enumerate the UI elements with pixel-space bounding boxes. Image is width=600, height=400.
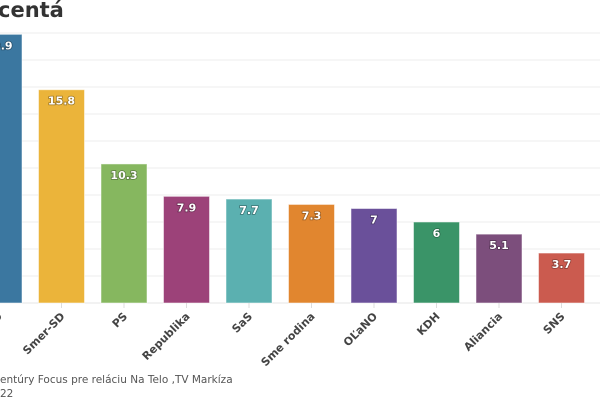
data-label: 7.3: [302, 209, 322, 222]
data-label: 6: [433, 227, 441, 240]
bar: [38, 89, 85, 304]
bar: [225, 198, 273, 304]
data-label: 7.9: [177, 201, 197, 214]
data-label: 3.7: [552, 258, 572, 271]
bar: [413, 221, 460, 304]
x-tick-label: OĽaNO: [341, 310, 380, 349]
x-tick-label: PS: [110, 310, 131, 331]
bar-chart: 19.9 Hlas-SD 15.8 Smer-SD 10.3 PS 7.9 Republika…: [0, 32, 600, 369]
x-tick-label: Smer-SD: [20, 310, 67, 357]
source-note: entúry Focus pre reláciu Na Telo ,TV Mar…: [0, 374, 233, 386]
x-tick-label: Sme rodina: [259, 310, 318, 369]
data-label: 5.1: [489, 239, 509, 252]
x-tick-label: SNS: [541, 310, 568, 337]
data-label: 10.3: [110, 169, 137, 182]
bar: [163, 195, 210, 304]
x-tick-label: SaS: [229, 310, 255, 336]
chart-title: centá: [0, 0, 64, 22]
bar: [0, 33, 23, 304]
data-label: 7: [370, 214, 378, 227]
x-tick-label: KDH: [414, 310, 442, 338]
data-label: 19.9: [0, 39, 13, 52]
source-date: 22: [0, 388, 14, 400]
x-tick-label: Hlas-SD: [0, 310, 5, 354]
data-label: 7.7: [239, 204, 259, 217]
bar: [538, 252, 585, 304]
data-label: 15.8: [48, 95, 75, 108]
bar: [100, 163, 148, 304]
x-tick-label: Aliancia: [461, 310, 505, 354]
bar: [288, 203, 335, 304]
x-tick-label: Republika: [140, 310, 193, 363]
bar: [475, 233, 523, 304]
bar: [350, 208, 398, 304]
